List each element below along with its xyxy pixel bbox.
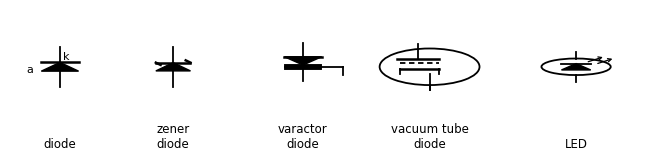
- Text: zener
diode: zener diode: [157, 123, 190, 151]
- Text: k: k: [63, 52, 70, 62]
- Polygon shape: [41, 62, 79, 71]
- Text: LED: LED: [565, 138, 587, 151]
- Text: vacuum tube
diode: vacuum tube diode: [391, 123, 468, 151]
- Polygon shape: [156, 63, 190, 71]
- Text: diode: diode: [43, 138, 77, 151]
- Polygon shape: [561, 64, 591, 70]
- Text: varactor
diode: varactor diode: [278, 123, 328, 151]
- Polygon shape: [284, 57, 322, 65]
- Text: a: a: [27, 65, 33, 75]
